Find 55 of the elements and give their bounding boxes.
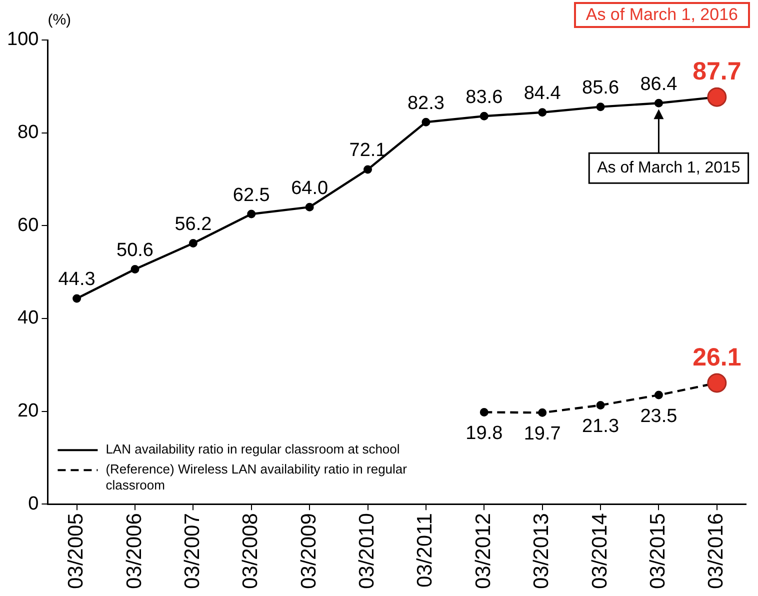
legend-label: LAN availability ratio in regular classroom at school xyxy=(106,442,400,457)
data-label: 56.2 xyxy=(174,214,212,236)
data-label: 19.8 xyxy=(466,422,503,444)
point xyxy=(596,102,605,112)
data-label: 62.5 xyxy=(232,184,270,206)
point xyxy=(538,408,547,417)
point xyxy=(538,108,547,117)
point xyxy=(72,294,82,303)
data-label: 85.6 xyxy=(582,78,620,99)
data-label: 21.3 xyxy=(582,416,620,437)
y-axis-title: (%) xyxy=(48,12,72,29)
x-tick-label: 03/2012 xyxy=(472,513,495,590)
data-label: 87.7 xyxy=(692,57,742,86)
y-tick-label: 60 xyxy=(18,214,39,236)
x-tick-label: 03/2010 xyxy=(356,513,379,590)
point xyxy=(480,408,488,416)
point xyxy=(596,400,605,410)
y-tick-label: 0 xyxy=(28,493,39,514)
annotation: As of March 1, 2015 xyxy=(597,160,740,177)
data-label: 84.4 xyxy=(524,83,562,104)
point xyxy=(480,112,488,120)
y-tick-label: 20 xyxy=(18,400,39,422)
data-label: 23.5 xyxy=(640,406,678,427)
x-tick-label: 03/2006 xyxy=(122,513,146,590)
data-label: 72.1 xyxy=(349,140,386,162)
x-tick-label: 03/2008 xyxy=(239,513,262,590)
point xyxy=(654,390,663,400)
x-tick-label: 03/2007 xyxy=(180,513,204,590)
x-tick-label: 03/2009 xyxy=(297,513,320,590)
legend-label: (Reference) Wireless LAN availability ratio in regular classroom xyxy=(106,462,408,493)
data-label: 50.6 xyxy=(116,240,154,261)
data-label: 82.3 xyxy=(407,92,444,114)
data-label: 26.1 xyxy=(692,343,742,372)
point xyxy=(247,210,256,218)
data-label: 83.6 xyxy=(466,86,503,108)
point xyxy=(654,98,663,108)
point xyxy=(130,265,140,274)
x-tick-label: 03/2014 xyxy=(588,512,612,590)
point xyxy=(364,165,372,174)
x-tick-label: 03/2005 xyxy=(64,513,88,590)
text: As of March 1, 2016 xyxy=(574,2,750,28)
point xyxy=(188,239,198,248)
x-tick-label: 03/2011 xyxy=(414,513,437,588)
y-tick-label: 80 xyxy=(18,122,39,144)
data-label: 64.0 xyxy=(291,178,328,199)
data-label: 86.4 xyxy=(640,74,678,95)
x-tick-label: 03/2015 xyxy=(646,513,670,590)
point xyxy=(422,118,430,126)
point xyxy=(305,202,314,212)
x-tick-label: 03/2016 xyxy=(704,513,728,590)
data-label: 19.7 xyxy=(524,423,561,444)
data-label: 44.3 xyxy=(58,269,96,290)
y-tick-label: 100 xyxy=(7,29,39,50)
x-tick-label: 03/2013 xyxy=(530,513,554,590)
y-tick-label: 40 xyxy=(18,308,39,329)
